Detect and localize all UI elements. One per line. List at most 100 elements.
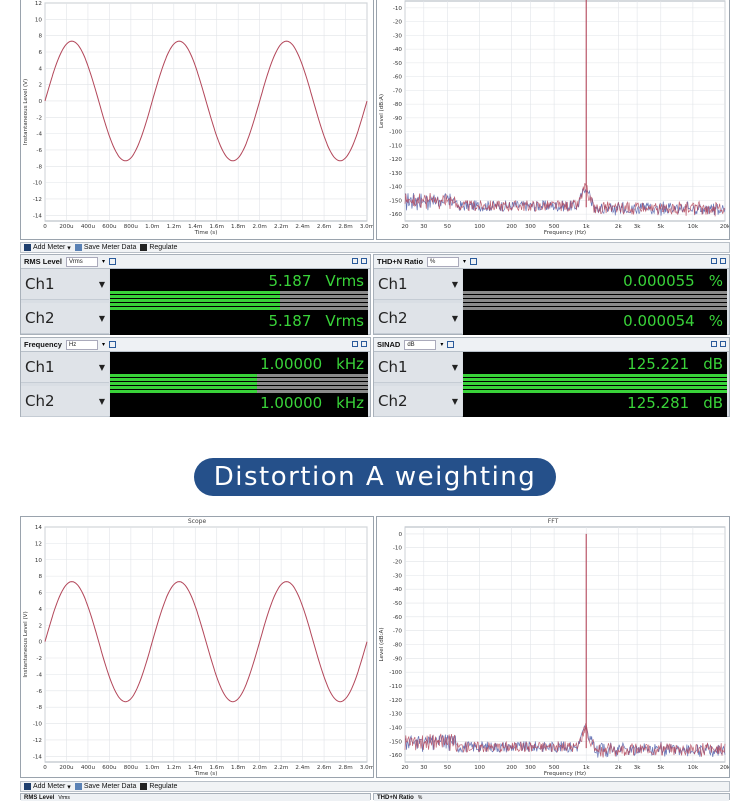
close-icon[interactable] [361, 341, 367, 347]
y-tick-label: -160 [389, 753, 402, 759]
x-tick-label: 500 [549, 765, 560, 771]
x-axis-label: Frequency (Hz) [544, 771, 586, 777]
chevron-down-icon: ▼ [98, 397, 105, 406]
save-icon [74, 783, 82, 790]
ch2-reading: 5.187 Vrms [268, 312, 364, 330]
meter-bar-fill [110, 307, 280, 310]
y-tick-label: -4 [36, 672, 42, 678]
thdn-meter-header: THD+N Ratio % [374, 794, 729, 801]
x-tick-label: 0 [43, 224, 47, 230]
x-tick-label: 100 [474, 765, 485, 771]
meter-bar-fill [110, 291, 280, 294]
close-icon[interactable] [720, 341, 726, 347]
meter-title: Frequency [24, 340, 62, 349]
y-tick-label: -110 [389, 684, 402, 690]
close-icon[interactable] [720, 258, 726, 264]
add-icon [24, 783, 31, 790]
save-meter-data-button[interactable]: Save Meter Data [74, 244, 136, 251]
settings-icon[interactable] [108, 258, 116, 265]
y-tick-label: -70 [393, 629, 403, 635]
popout-icon[interactable] [711, 258, 717, 264]
y-tick-label: -140 [389, 185, 402, 191]
y-tick-label: 6 [38, 50, 42, 56]
x-tick-label: 300 [525, 224, 536, 230]
ch2-selector[interactable]: Ch2 ▼ [21, 303, 109, 334]
add-meter-button[interactable]: Add Meter ▾ [24, 783, 71, 791]
sinad-display: 125.221 dB 125.281 dB [463, 352, 727, 417]
sine-trace [44, 40, 368, 162]
rms-level-meter: RMS Level Vrms ▾ Ch1 ▼ Ch2 ▼ 5.187 Vrms 5.1… [20, 254, 371, 335]
ch2-selector[interactable]: Ch2 ▼ [374, 303, 462, 334]
plot-area [404, 0, 726, 222]
spectrum-trace [404, 723, 726, 758]
x-tick-label: 5k [657, 765, 665, 771]
popout-icon[interactable] [352, 258, 358, 264]
x-axis-label: Time (s) [194, 771, 218, 777]
meter-bar-fill [463, 382, 727, 385]
y-tick-label: 2 [38, 623, 42, 629]
ch2-reading: 0.000054% [623, 312, 723, 330]
y-tick-label: 0 [38, 640, 42, 646]
ch2-selector[interactable]: Ch2 ▼ [21, 386, 109, 417]
popout-icon[interactable] [352, 341, 358, 347]
y-tick-label: 0 [398, 532, 402, 538]
y-axis-label: Instantaneous Level (V) [23, 79, 29, 145]
unit-select[interactable]: % [427, 256, 460, 267]
y-tick-label: -4 [36, 132, 42, 138]
x-tick-label: 1.6m [210, 765, 224, 771]
y-tick-label: 2 [38, 83, 42, 89]
bottom-fft-graph[interactable]: 20 30 50 100 200 300 500 1k 2k 3k 5k 10k 20k 0 -10 -20 -… [377, 517, 730, 778]
top-fft-graph[interactable]: 20 30 50 100 200 300 500 1k 2k 3k 5k 10k 20k -10 -20 -3… [377, 0, 730, 240]
close-icon[interactable] [361, 258, 367, 264]
x-tick-label: 2.0m [252, 765, 266, 771]
meter-bar-fill [110, 303, 280, 306]
y-tick-label: -2 [36, 656, 42, 662]
x-tick-label: 30 [420, 224, 428, 230]
unit-select[interactable]: Hz [65, 339, 98, 350]
y-tick-label: 4 [38, 66, 42, 72]
settings-icon[interactable] [447, 341, 455, 348]
bottom-scope-graph[interactable]: 0 200u 400u 600u 800u 1.0m 1.2m 1.4m 1.6m 1.8m 2.0… [21, 517, 374, 778]
bottom-scope-panel: Scope 0 200u 400u 600u 800u 1.0m 1.2m 1.4m 1.6m 1… [20, 516, 374, 778]
ch1-selector[interactable]: Ch1 ▼ [21, 352, 109, 383]
x-tick-label: 3.0m [360, 765, 374, 771]
regulate-button[interactable]: Regulate [140, 244, 177, 251]
top-scope-panel: 0 200u 400u 600u 800u 1.0m 1.2m 1.4m 1.6m 1.8m 2.0… [20, 0, 374, 240]
x-tick-label: 400u [81, 224, 96, 230]
meter-bar-track [463, 299, 727, 302]
unit-select[interactable]: Vrms [65, 256, 98, 267]
rms-meter-header: RMS Level Vrms [21, 794, 370, 801]
x-tick-label: 1.6m [210, 224, 224, 230]
ch2-selector[interactable]: Ch2 ▼ [374, 386, 462, 417]
chevron-down-icon: ▼ [451, 397, 458, 406]
settings-icon[interactable] [108, 341, 116, 348]
x-tick-label: 50 [444, 765, 452, 771]
dropdown-icon: ▾ [440, 342, 444, 348]
ch1-selector[interactable]: Ch1 ▼ [374, 352, 462, 383]
y-tick-label: -80 [393, 643, 403, 649]
ch1-selector[interactable]: Ch1 ▼ [21, 269, 109, 300]
unit-select[interactable]: dB [404, 339, 437, 350]
x-tick-label: 10k [688, 224, 699, 230]
sinad-meter-header: SINAD dB ▾ [374, 338, 729, 352]
x-axis-label: Frequency (Hz) [544, 230, 586, 236]
regulate-button[interactable]: Regulate [140, 783, 177, 790]
y-tick-label: -100 [389, 670, 402, 676]
x-tick-label: 2.6m [317, 765, 331, 771]
top-scope-graph[interactable]: 0 200u 400u 600u 800u 1.0m 1.2m 1.4m 1.6m 1.8m 2.0… [21, 0, 374, 240]
y-tick-label: -40 [393, 587, 403, 593]
settings-icon[interactable] [470, 258, 478, 265]
x-tick-label: 200 [506, 765, 517, 771]
meter-bar-fill [463, 374, 727, 377]
y-tick-label: -130 [389, 712, 402, 718]
y-tick-label: -20 [393, 560, 403, 566]
play-icon [140, 783, 148, 790]
ch1-reading: 5.187 Vrms [268, 272, 364, 290]
save-meter-data-button[interactable]: Save Meter Data [74, 783, 136, 790]
x-tick-label: 2.4m [295, 224, 309, 230]
x-tick-label: 2k [615, 224, 623, 230]
popout-icon[interactable] [711, 341, 717, 347]
add-meter-button[interactable]: Add Meter ▾ [24, 244, 71, 252]
ch1-selector[interactable]: Ch1 ▼ [374, 269, 462, 300]
meter-bar-fill [110, 374, 257, 377]
